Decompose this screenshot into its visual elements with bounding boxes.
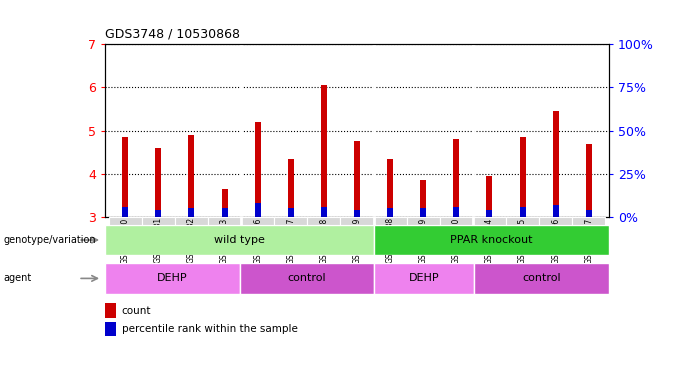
Bar bbox=[105, 263, 239, 294]
Text: GSM461976: GSM461976 bbox=[253, 217, 262, 264]
Bar bbox=[354, 210, 360, 217]
Text: GSM461986: GSM461986 bbox=[551, 217, 560, 263]
Bar bbox=[105, 303, 116, 318]
Bar bbox=[105, 225, 374, 255]
Bar bbox=[175, 217, 208, 225]
Bar bbox=[539, 217, 572, 225]
Text: control: control bbox=[288, 273, 326, 283]
Bar bbox=[407, 217, 440, 225]
Bar bbox=[156, 148, 161, 217]
Bar bbox=[307, 217, 341, 225]
Text: GSM461984: GSM461984 bbox=[485, 217, 494, 263]
Text: GSM461990: GSM461990 bbox=[452, 217, 461, 264]
Bar bbox=[440, 217, 473, 225]
Text: wild type: wild type bbox=[214, 235, 265, 245]
Text: PPAR knockout: PPAR knockout bbox=[450, 235, 532, 245]
Bar bbox=[506, 217, 539, 225]
Bar bbox=[188, 209, 194, 217]
Bar bbox=[241, 217, 274, 225]
Bar bbox=[553, 205, 558, 217]
Text: control: control bbox=[522, 273, 561, 283]
Bar bbox=[156, 210, 161, 217]
Bar bbox=[373, 217, 407, 225]
Bar bbox=[208, 217, 241, 225]
Bar bbox=[420, 180, 426, 217]
Text: GSM461989: GSM461989 bbox=[419, 217, 428, 263]
Text: GSM461979: GSM461979 bbox=[352, 217, 362, 264]
Bar bbox=[142, 217, 175, 225]
Bar bbox=[486, 176, 492, 217]
Bar bbox=[274, 217, 307, 225]
Bar bbox=[122, 137, 129, 217]
Bar bbox=[105, 321, 116, 336]
Text: GSM461980: GSM461980 bbox=[121, 217, 130, 263]
Bar bbox=[454, 139, 459, 217]
Text: percentile rank within the sample: percentile rank within the sample bbox=[122, 324, 298, 334]
Bar bbox=[239, 263, 374, 294]
Bar bbox=[288, 159, 294, 217]
Bar bbox=[288, 209, 294, 217]
Bar bbox=[354, 141, 360, 217]
Bar bbox=[188, 135, 194, 217]
Text: GSM461983: GSM461983 bbox=[220, 217, 229, 263]
Text: GDS3748 / 10530868: GDS3748 / 10530868 bbox=[105, 27, 241, 40]
Bar bbox=[321, 207, 327, 217]
Bar bbox=[374, 225, 609, 255]
Text: GSM461978: GSM461978 bbox=[320, 217, 328, 263]
Bar bbox=[572, 217, 605, 225]
Bar bbox=[374, 263, 475, 294]
Text: GSM461977: GSM461977 bbox=[286, 217, 295, 264]
Text: GSM461987: GSM461987 bbox=[584, 217, 593, 263]
Bar bbox=[255, 203, 260, 217]
Bar bbox=[122, 207, 129, 217]
Bar bbox=[222, 209, 228, 217]
Text: DEHP: DEHP bbox=[157, 273, 188, 283]
Bar bbox=[321, 85, 327, 217]
Bar bbox=[420, 209, 426, 217]
Text: genotype/variation: genotype/variation bbox=[3, 235, 96, 245]
Bar bbox=[585, 210, 592, 217]
Bar bbox=[475, 263, 609, 294]
Text: agent: agent bbox=[3, 273, 32, 283]
Bar bbox=[109, 217, 142, 225]
Bar bbox=[222, 189, 228, 217]
Bar bbox=[553, 111, 558, 217]
Text: GSM461982: GSM461982 bbox=[187, 217, 196, 263]
Bar bbox=[454, 207, 459, 217]
Text: DEHP: DEHP bbox=[409, 273, 439, 283]
Bar bbox=[387, 209, 393, 217]
Bar bbox=[387, 159, 393, 217]
Text: GSM461988: GSM461988 bbox=[386, 217, 394, 263]
Bar bbox=[520, 207, 526, 217]
Bar bbox=[486, 210, 492, 217]
Text: GSM461985: GSM461985 bbox=[518, 217, 527, 263]
Bar bbox=[341, 217, 373, 225]
Bar bbox=[520, 137, 526, 217]
Text: count: count bbox=[122, 306, 151, 316]
Bar bbox=[585, 144, 592, 217]
Bar bbox=[255, 122, 260, 217]
Bar bbox=[473, 217, 506, 225]
Text: GSM461981: GSM461981 bbox=[154, 217, 163, 263]
